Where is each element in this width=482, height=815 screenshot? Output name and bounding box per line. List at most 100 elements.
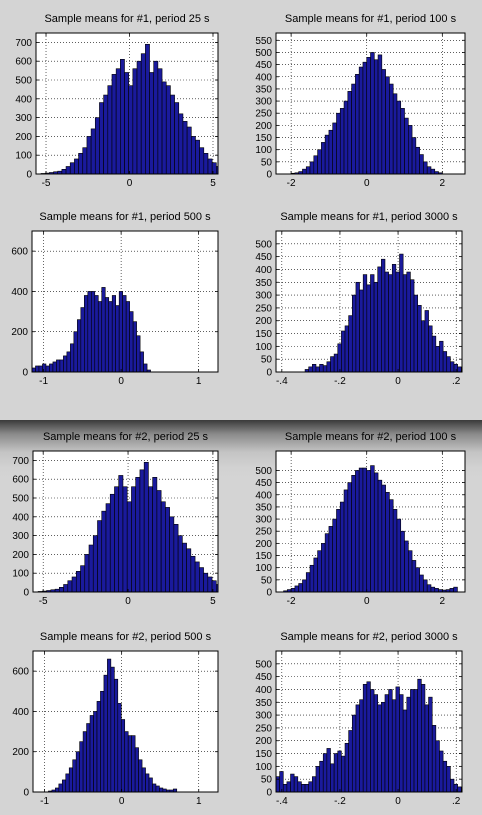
histogram-bar bbox=[298, 583, 303, 592]
histogram-bar bbox=[435, 346, 440, 372]
histogram-bar bbox=[326, 361, 331, 372]
histogram-bar bbox=[302, 168, 307, 174]
x-tick-label: -2 bbox=[287, 596, 296, 607]
chart-title: Sample means for #2, period 500 s bbox=[40, 631, 212, 643]
histogram-bar bbox=[124, 731, 129, 792]
histogram-bar bbox=[319, 364, 324, 372]
y-tick-label: 0 bbox=[22, 368, 28, 379]
histogram-bar bbox=[237, 172, 241, 174]
y-tick-label: 150 bbox=[255, 133, 272, 144]
histogram-bar bbox=[118, 291, 123, 372]
histogram-bar bbox=[140, 53, 146, 174]
histogram-bar bbox=[415, 567, 420, 592]
x-tick-label: 0 bbox=[119, 796, 125, 807]
histogram-bar bbox=[341, 330, 346, 372]
histogram-bar bbox=[221, 168, 225, 174]
y-tick-label: 200 bbox=[255, 539, 272, 550]
histogram-bar bbox=[103, 674, 108, 792]
histogram-bar bbox=[203, 153, 209, 174]
histogram-bar bbox=[146, 369, 151, 372]
histogram-bar bbox=[145, 43, 150, 174]
histogram-bar bbox=[152, 783, 157, 792]
histogram-bar bbox=[68, 767, 73, 792]
histogram-bar bbox=[400, 530, 405, 592]
chart-title: Sample means for #2, period 3000 s bbox=[280, 631, 458, 643]
chart-title: Sample means for #2, period 25 s bbox=[43, 431, 209, 443]
histogram-bar bbox=[293, 776, 299, 792]
histogram-bar bbox=[450, 778, 455, 792]
histogram-bar bbox=[419, 574, 424, 592]
histogram-bar bbox=[233, 171, 237, 174]
y-tick-label: 600 bbox=[15, 57, 32, 68]
bars bbox=[40, 43, 241, 174]
histogram-bar bbox=[97, 301, 103, 372]
histogram-bar bbox=[225, 169, 229, 174]
histogram-bar bbox=[107, 658, 112, 792]
histogram-bar bbox=[153, 60, 159, 174]
y-tick-label: 400 bbox=[255, 490, 272, 501]
histogram-bar bbox=[359, 699, 364, 792]
x-tick-label: -2 bbox=[287, 178, 296, 189]
histogram-bar bbox=[114, 486, 120, 592]
histogram-bar bbox=[186, 126, 192, 174]
histogram-bar bbox=[324, 533, 330, 592]
histogram-bar bbox=[186, 548, 192, 592]
histogram-bar bbox=[315, 766, 320, 792]
histogram-bar bbox=[63, 584, 69, 592]
histogram-bar bbox=[370, 689, 375, 792]
histogram-bar bbox=[421, 320, 426, 372]
histogram-bar bbox=[426, 584, 432, 592]
histogram-bar bbox=[125, 301, 130, 372]
histogram-bar bbox=[139, 469, 145, 592]
y-tick-label: 150 bbox=[255, 551, 272, 562]
histogram-bar bbox=[152, 477, 158, 592]
histogram-bar bbox=[86, 723, 91, 792]
histogram-bar bbox=[80, 307, 85, 372]
histogram-bar bbox=[190, 555, 196, 592]
histogram-bar bbox=[90, 291, 96, 372]
histogram-bar bbox=[404, 540, 409, 592]
histogram-bar bbox=[381, 258, 386, 372]
x-tick-label: -.4 bbox=[276, 376, 288, 387]
histogram-bar bbox=[148, 486, 153, 592]
histogram-bar bbox=[362, 61, 368, 174]
histogram-bar bbox=[402, 274, 408, 372]
x-tick-label: 0 bbox=[118, 376, 124, 387]
y-tick-label: 500 bbox=[255, 239, 272, 250]
histogram-bar bbox=[355, 470, 360, 592]
histogram-bar bbox=[32, 367, 36, 372]
histogram-bar bbox=[207, 158, 213, 174]
y-tick-label: 100 bbox=[255, 145, 272, 156]
histogram-bar bbox=[93, 711, 98, 792]
histogram-bar bbox=[111, 74, 117, 174]
histogram-bar bbox=[419, 154, 424, 174]
y-tick-label: 50 bbox=[261, 775, 273, 786]
histogram-bar bbox=[366, 470, 371, 592]
histogram-bar bbox=[407, 125, 413, 174]
y-tick-label: 550 bbox=[255, 36, 272, 47]
histogram-bar bbox=[61, 169, 67, 174]
histogram-bar bbox=[324, 134, 330, 174]
histogram-bar bbox=[56, 359, 61, 372]
y-tick-label: 700 bbox=[15, 38, 32, 49]
axes-frame bbox=[31, 230, 219, 373]
y-tick-label: 600 bbox=[12, 667, 29, 678]
histogram-bar bbox=[410, 689, 415, 792]
histogram-bar bbox=[362, 274, 368, 372]
histogram-bar bbox=[410, 279, 415, 372]
histogram-bar bbox=[396, 518, 402, 592]
histogram-bar bbox=[221, 586, 225, 592]
histogram-bar bbox=[132, 321, 137, 372]
histogram-bar bbox=[118, 475, 124, 592]
y-tick-label: 0 bbox=[23, 588, 29, 599]
x-tick-label: 5 bbox=[210, 596, 216, 607]
histogram-bar bbox=[141, 767, 146, 792]
histogram-bar bbox=[457, 786, 462, 792]
histogram-bar bbox=[61, 779, 67, 792]
histogram-bar bbox=[67, 580, 73, 592]
histogram-bar bbox=[343, 100, 349, 174]
histogram-bar bbox=[120, 719, 126, 792]
y-tick-label: 400 bbox=[11, 287, 28, 298]
histogram-bar bbox=[65, 773, 70, 792]
